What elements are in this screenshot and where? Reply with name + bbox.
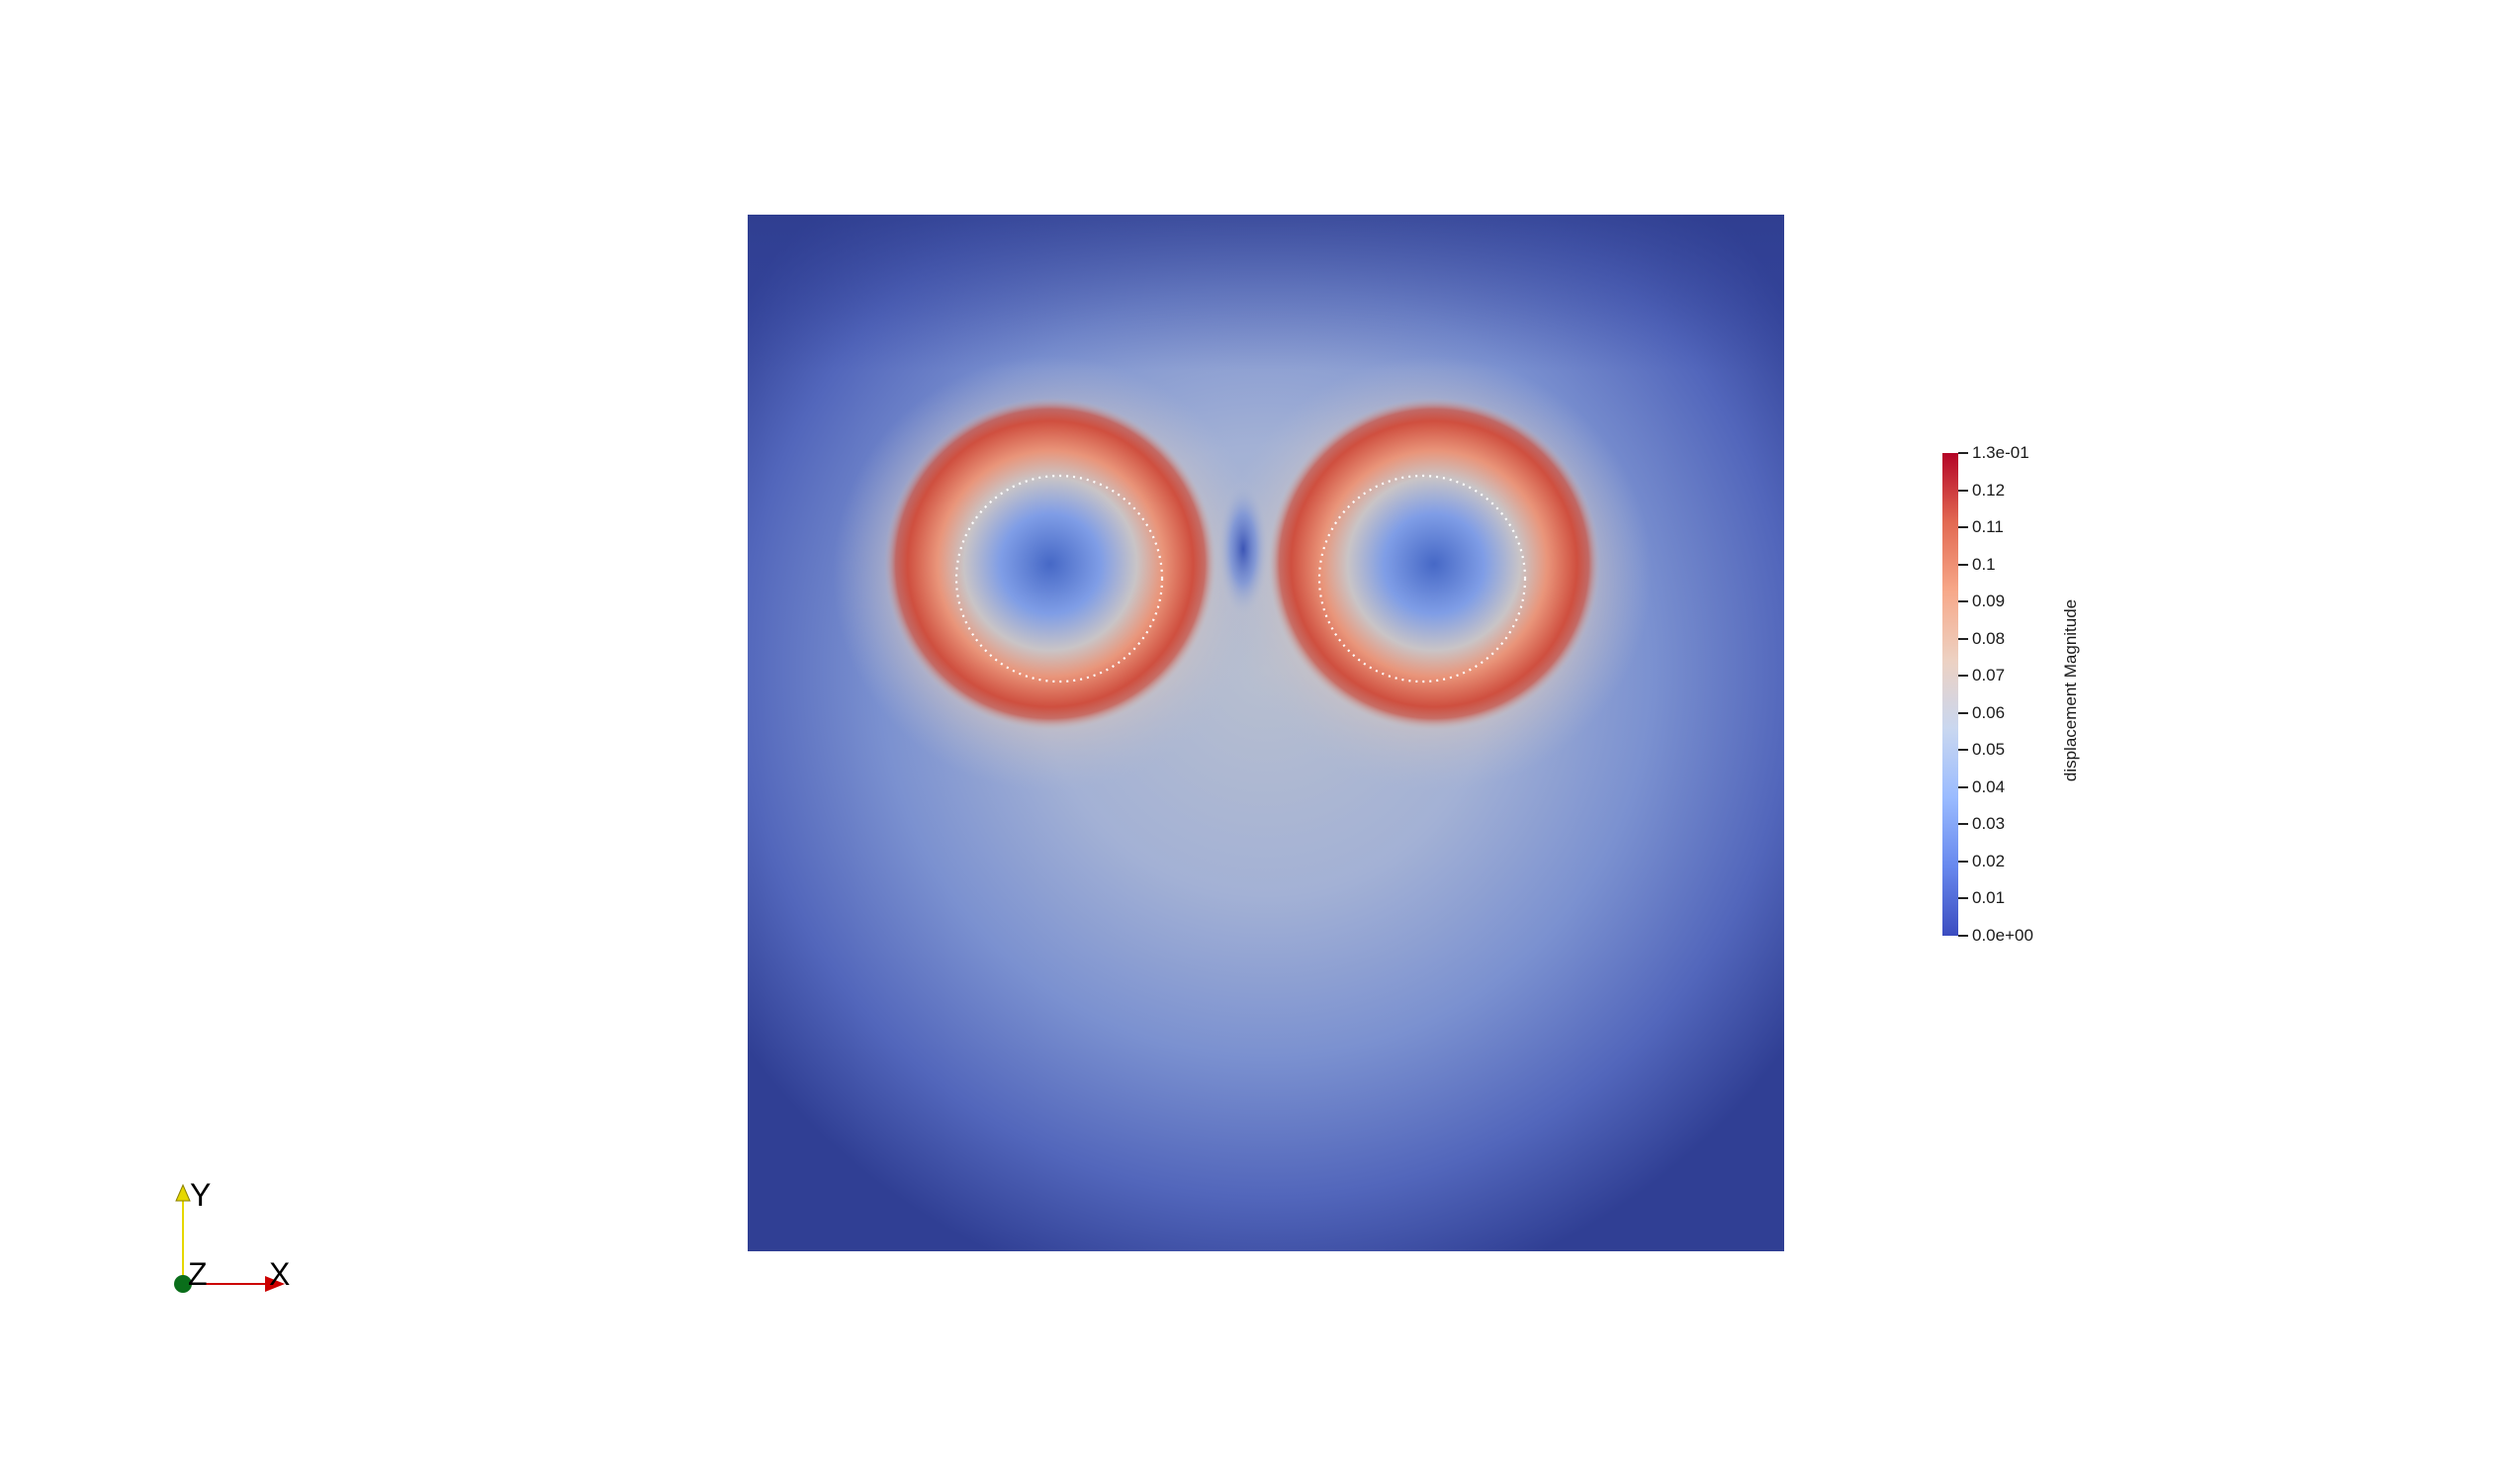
colorbar-tick-label: 0.07 [1972,666,2006,685]
mesh-domain [748,215,1784,1251]
ring-right [1268,398,1600,730]
colorbar-tick-label: 0.05 [1972,740,2006,760]
colorbar: 1.3e-01 0.0e+00 0.01 0.02 0.03 0.04 0.05 0.06… [1942,443,2140,945]
colorbar-tick-label: 0.11 [1972,517,2004,537]
colorbar-tick [1958,526,1968,529]
gap-low-region [1217,480,1269,618]
x-axis-arrow-icon [265,1276,285,1292]
colorbar-min-tick [1958,935,1968,937]
colorbar-min-label: 0.0e+00 [1972,926,2033,945]
inclusion-outline-right [1317,474,1527,684]
ring-left [884,398,1216,730]
x-axis-label: X [269,1256,291,1292]
z-axis-label: Z [188,1256,208,1292]
colorbar-tick-label: 0.08 [1972,628,2006,648]
colorbar-tick [1958,489,1968,492]
colorbar-tick-label: 0.06 [1972,702,2006,722]
colorbar-tick-label: 0.12 [1972,480,2006,500]
colorbar-tick [1958,637,1968,640]
colorbar-tick [1958,711,1968,714]
colorbar-tick-label: 0.03 [1972,814,2006,834]
y-axis-arrow-icon [175,1183,191,1202]
colorbar-max-tick [1958,452,1968,454]
colorbar-tick [1958,749,1968,752]
colorbar-tick-label: 0.02 [1972,851,2006,870]
colorbar-max-label: 1.3e-01 [1972,443,2029,462]
colorbar-tick-label: 0.09 [1972,592,2006,611]
colorbar-tick-label: 0.04 [1972,776,2006,796]
y-axis-label: Y [190,1177,212,1213]
colorbar-tick-label: 0.01 [1972,888,2006,908]
colorbar-title: displacement Magnitude [2061,598,2080,782]
orientation-axes-graphic [174,1183,285,1293]
colorbar-gradient [1942,453,1958,936]
colorbar-tick-label: 0.1 [1972,554,1996,574]
colorbar-tick [1958,785,1968,788]
colorbar-tick [1958,823,1968,826]
colorbar-tick [1958,600,1968,603]
inclusion-outline-left [954,474,1164,684]
colorbar-tick [1958,897,1968,900]
colorbar-tick [1958,860,1968,863]
orientation-axes[interactable]: Y Z X [158,1167,316,1306]
colorbar-tick [1958,675,1968,678]
z-axis-dot-icon [174,1275,192,1293]
colorbar-tick [1958,563,1968,566]
